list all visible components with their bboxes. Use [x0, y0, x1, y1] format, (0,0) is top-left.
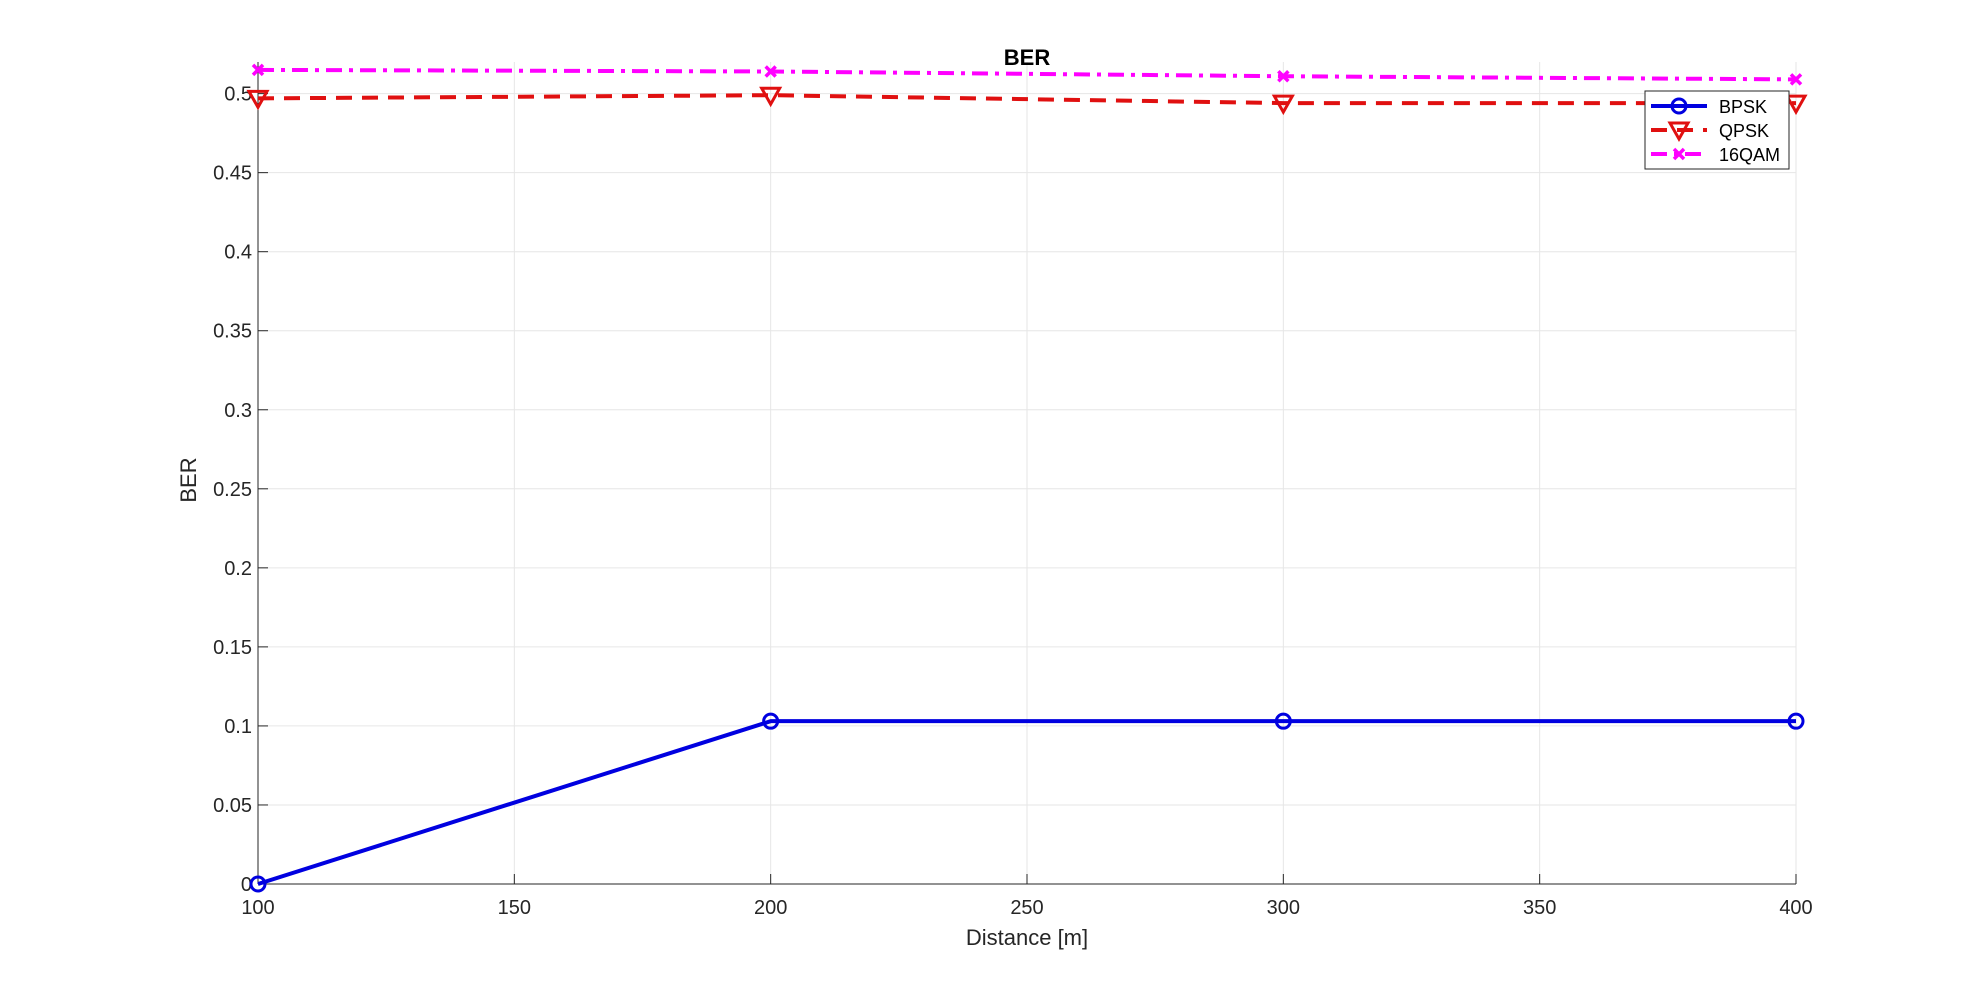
y-tick-label-8: 0.4 [224, 242, 252, 264]
series-line-qpsk [257, 93, 1796, 106]
chart-title: BER [1004, 45, 1051, 70]
y-tick-label-4: 0.2 [224, 558, 252, 580]
y-tick-label-1: 0.05 [213, 795, 252, 817]
series-lines [257, 67, 1797, 886]
data-point-16qam-3 [1789, 73, 1803, 86]
data-point-16qam-0 [251, 63, 265, 77]
legend: BPSK QPSK 16QAM [1644, 90, 1790, 170]
x-tick-label-0: 100 [241, 897, 274, 919]
x-tick-label-6: 400 [1779, 897, 1812, 919]
series-line-16qam [257, 67, 1797, 82]
y-tick-label-5: 0.25 [213, 479, 252, 501]
tick-labels: 100 150 200 250 300 350 400 0 0.05 0.1 0.15 0.2 0.25… [213, 84, 1813, 919]
y-tick-label-10: 0.5 [224, 84, 252, 106]
y-tick-label-7: 0.35 [213, 321, 252, 343]
x-tick-label-5: 350 [1523, 897, 1556, 919]
legend-marker-16qam [1672, 147, 1686, 161]
x-tick-label-4: 300 [1267, 897, 1300, 919]
data-point-16qam-2 [1277, 69, 1290, 83]
y-tick-label-9: 0.45 [213, 163, 252, 185]
legend-label-qpsk: QPSK [1719, 121, 1769, 141]
data-point-16qam-1 [764, 65, 777, 78]
legend-marker-bpsk [1670, 97, 1688, 115]
legend-label-bpsk: BPSK [1719, 97, 1767, 117]
series-line-bpsk [257, 719, 1796, 886]
series-markers [246, 63, 1808, 893]
y-tick-label-2: 0.1 [224, 716, 252, 738]
y-tick-label-6: 0.3 [224, 400, 252, 422]
data-point-bpsk-1 [762, 712, 780, 730]
y-tick-label-0: 0 [241, 874, 252, 896]
legend-label-16qam: 16QAM [1719, 145, 1780, 165]
data-point-qpsk-3 [1784, 94, 1808, 116]
y-axis-label: BER [176, 457, 201, 502]
data-point-qpsk-1 [759, 86, 783, 108]
data-point-qpsk-2 [1271, 94, 1295, 116]
data-point-bpsk-0 [249, 875, 267, 893]
data-point-bpsk-3 [1787, 712, 1805, 730]
legend-marker-qpsk [1667, 121, 1691, 143]
y-tick-label-3: 0.15 [213, 637, 252, 659]
x-tick-label-2: 200 [754, 897, 787, 919]
x-axis-label: Distance [m] [966, 925, 1088, 950]
axes [257, 62, 1797, 885]
x-tick-label-3: 250 [1010, 897, 1043, 919]
data-point-qpsk-0 [246, 89, 270, 111]
data-point-bpsk-2 [1274, 712, 1292, 730]
x-tick-label-1: 150 [498, 897, 531, 919]
